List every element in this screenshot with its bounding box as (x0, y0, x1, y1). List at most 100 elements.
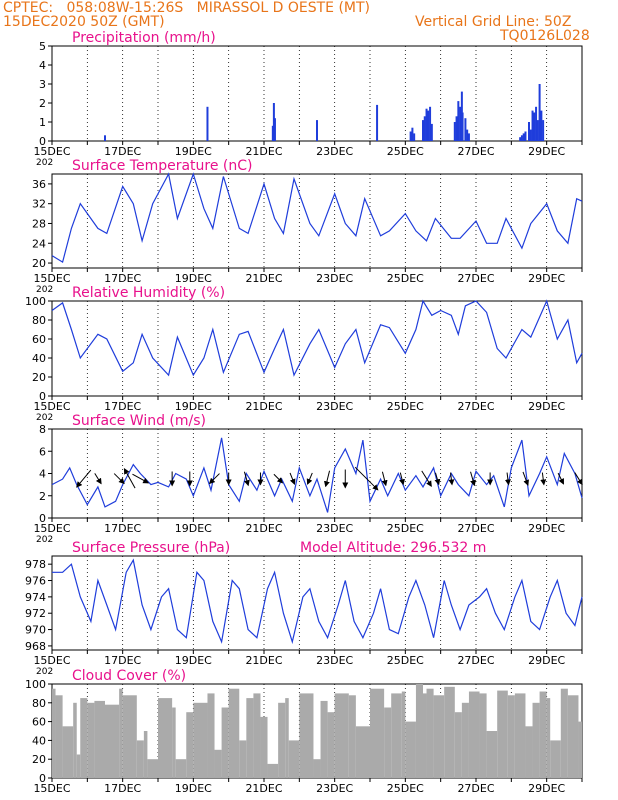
wind-direction-arrow (289, 472, 296, 485)
wind-direction-arrow (557, 472, 564, 485)
pressure-x-tick-label: 25DEC (387, 654, 424, 667)
wind-direction-arrow (448, 472, 455, 486)
cloud-cover-bar (454, 712, 462, 778)
precip-bar (520, 135, 523, 141)
precip-y-tick-label: 5 (39, 40, 46, 53)
cloud-x-tick-label: 23DEC (316, 782, 353, 795)
temperature-x-tick-label: 17DEC (104, 272, 141, 285)
wind-year-label-cutoff: 202 (36, 535, 53, 545)
cloud-cover-bar (334, 693, 349, 778)
temperature-series-line (51, 172, 583, 264)
cloud-cover-bar (461, 702, 469, 778)
wind-panel-title: Surface Wind (m/s) (72, 413, 206, 429)
temperature-x-tick-label: 21DEC (245, 272, 282, 285)
cloud-cover-bar (158, 698, 173, 778)
wind-direction-arrow (94, 473, 102, 485)
pressure-y-tick-label: 972 (25, 607, 46, 620)
precip-bar (464, 118, 467, 141)
pressure-panel-title: Surface Pressure (hPa) (72, 540, 230, 556)
pressure-x-tick-label: 23DEC (316, 654, 353, 667)
temperature-y-tick-label: 32 (32, 198, 46, 211)
cloud-y-tick-label: 0 (39, 772, 46, 785)
pressure-year-label-cutoff: 202 (36, 667, 53, 677)
cloud-cover-bar (267, 763, 279, 778)
humidity-x-tick-label: 25DEC (387, 400, 424, 413)
cloud-x-tick-label: 21DEC (245, 782, 282, 795)
temperature-x-tick-label: 27DEC (457, 272, 494, 285)
cloud-cover-bar (285, 698, 289, 778)
pressure-y-tick-label: 978 (25, 558, 46, 571)
wind-x-tick-label: 27DEC (457, 522, 494, 535)
cloud-cover-bar (415, 684, 423, 778)
wind-direction-arrow (132, 473, 150, 484)
wind-direction-arrow (273, 473, 284, 484)
cloud-cover-bar (567, 695, 579, 778)
cloud-cover-bar (426, 688, 434, 778)
cloud-cover-bar (207, 693, 215, 778)
wind-direction-arrow (522, 471, 529, 486)
precip-bar (423, 116, 426, 141)
cloud-cover-bar (239, 740, 247, 778)
cloud-y-tick-label: 80 (32, 697, 46, 710)
precip-x-tick-label: 15DEC (33, 145, 70, 158)
precip-year-label-cutoff: 202 (36, 158, 53, 168)
pressure-y-tick-label: 968 (25, 640, 46, 653)
wind-direction-arrow (123, 468, 136, 489)
precip-bar (528, 122, 530, 141)
cloud-cover-bar (546, 698, 551, 778)
temperature-panel-title: Surface Temperature (nC) (72, 158, 253, 174)
precip-bar (427, 110, 430, 141)
header-datetime: 15DEC2020 50Z (GMT) (3, 14, 165, 30)
temperature-x-tick-label: 25DEC (387, 272, 424, 285)
precip-bar (429, 106, 432, 141)
precip-bar (206, 106, 209, 141)
pressure-x-tick-label: 29DEC (528, 654, 565, 667)
cloud-cover-bar (348, 695, 356, 778)
cloud-cover-bar (370, 688, 385, 778)
humidity-x-tick-label: 19DEC (175, 400, 212, 413)
cloud-cover-bar (299, 693, 314, 778)
precip-bar (461, 112, 464, 141)
pressure-x-tick-label: 27DEC (457, 654, 494, 667)
cloud-cover-bar (52, 688, 56, 778)
wind-direction-arrow (76, 469, 92, 488)
precip-x-tick-label: 17DEC (104, 145, 141, 158)
precip-bar (425, 108, 428, 141)
cloud-x-tick-label: 17DEC (104, 782, 141, 795)
wind-x-tick-label: 19DEC (175, 522, 212, 535)
cloud-cover-bar (355, 726, 370, 778)
precip-bar (316, 120, 318, 141)
cloud-cover-bar (119, 688, 123, 778)
temperature-year-label-cutoff: 202 (36, 285, 53, 295)
wind-direction-arrow (470, 471, 476, 487)
wind-x-tick-label: 21DEC (245, 522, 282, 535)
wind-series-line (51, 437, 583, 513)
precip-y-tick-label: 4 (39, 59, 46, 72)
precip-bar (538, 84, 541, 141)
humidity-panel-title: Relative Humidity (%) (72, 285, 225, 301)
wind-direction-arrow (113, 473, 125, 485)
precip-bar (271, 125, 274, 141)
cloud-cover-bar (253, 693, 261, 778)
cloud-cover-bar (313, 759, 321, 778)
precip-x-tick-label: 19DEC (175, 145, 212, 158)
precip-x-tick-label: 29DEC (528, 145, 565, 158)
cloud-y-tick-label: 40 (32, 734, 46, 747)
precip-bar (466, 129, 469, 141)
cloud-cover-bar (539, 691, 547, 778)
cloud-cover-bar (87, 702, 95, 778)
cloud-cover-bar (246, 698, 254, 778)
wind-direction-arrow (381, 471, 388, 487)
cloud-cover-bar (401, 691, 406, 778)
cloud-cover-bar (94, 700, 105, 778)
cloud-cover-bar (136, 740, 144, 778)
wind-panel-frame (51, 428, 583, 519)
cloud-cover-bar (320, 700, 328, 778)
precip-bar (522, 133, 525, 141)
precip-y-tick-label: 3 (39, 78, 46, 91)
cloud-cover-bar (532, 702, 540, 778)
temperature-x-tick-label: 23DEC (316, 272, 353, 285)
cloud-x-tick-label: 25DEC (387, 782, 424, 795)
header-vertical-grid-line: Vertical Grid Line: 50Z (415, 14, 572, 30)
